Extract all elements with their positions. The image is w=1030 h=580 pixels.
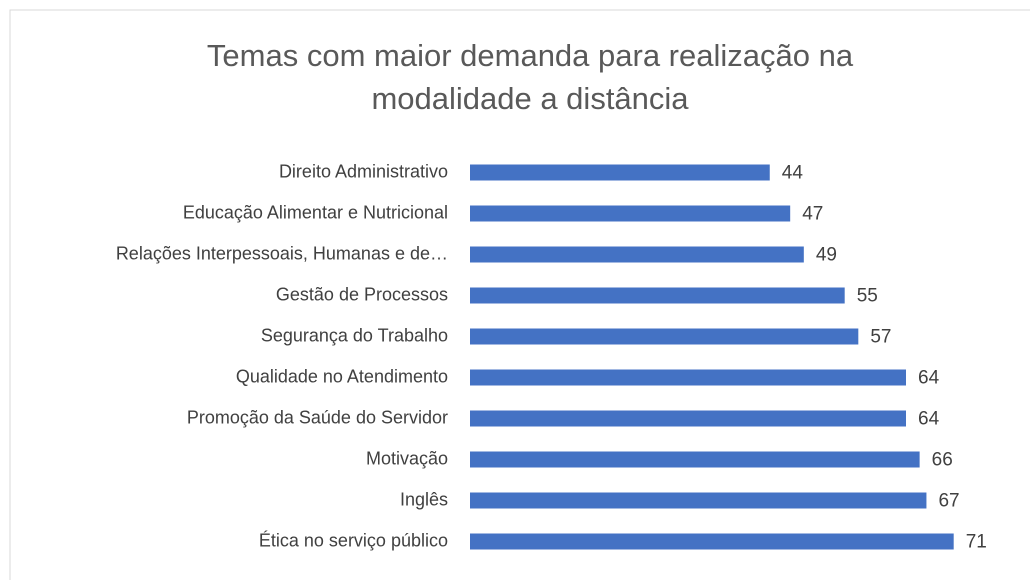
bar <box>470 533 954 550</box>
data-label: 66 <box>932 450 953 471</box>
data-label: 71 <box>966 532 987 553</box>
data-label: 47 <box>802 204 823 225</box>
bar <box>470 369 906 386</box>
bar <box>470 328 859 345</box>
y-tick-label: Qualidade no Atendimento <box>236 366 448 386</box>
y-tick-label: Segurança do Trabalho <box>261 325 448 345</box>
bar <box>470 205 791 222</box>
bar <box>470 287 845 304</box>
data-label: 57 <box>870 327 891 348</box>
data-label: 67 <box>938 491 959 512</box>
chart-title: Temas com maior demanda para realização … <box>207 38 854 73</box>
y-tick-label: Promoção da Saúde do Servidor <box>187 407 448 427</box>
bar <box>470 164 770 181</box>
y-tick-label: Relações Interpessoais, Humanas e de… <box>116 243 448 263</box>
bar <box>470 451 920 468</box>
data-label: 55 <box>857 286 878 307</box>
y-tick-label: Educação Alimentar e Nutricional <box>183 202 448 222</box>
chart-title: modalidade a distância <box>371 81 689 116</box>
y-tick-label: Ética no serviço público <box>259 530 448 550</box>
bar <box>470 492 927 509</box>
y-tick-label: Gestão de Processos <box>276 284 448 304</box>
bar <box>470 410 906 427</box>
y-tick-label: Inglês <box>400 489 448 509</box>
data-label: 44 <box>782 163 804 184</box>
y-tick-label: Motivação <box>366 448 448 468</box>
data-label: 49 <box>816 245 837 266</box>
y-tick-label: Direito Administrativo <box>279 161 448 181</box>
data-label: 64 <box>918 409 940 430</box>
data-label: 64 <box>918 368 940 389</box>
bar <box>470 246 804 263</box>
